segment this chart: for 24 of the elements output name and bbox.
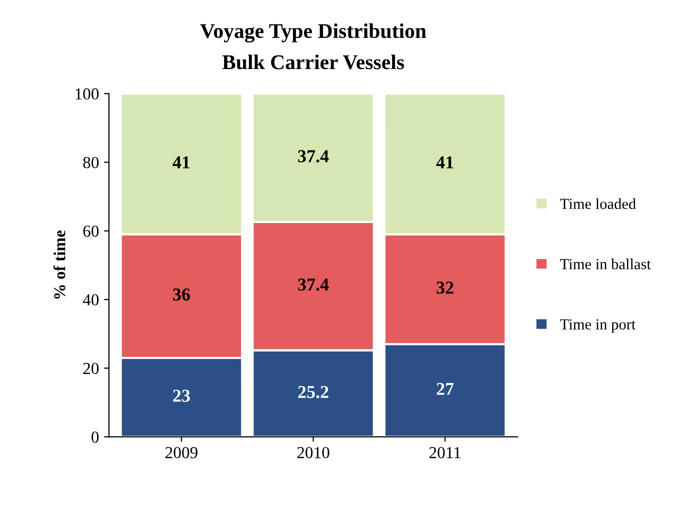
y-tick-label: 0 xyxy=(92,432,99,443)
data-label: 27 xyxy=(436,382,454,395)
y-tick-label: 40 xyxy=(82,294,99,306)
legend-label: Time loaded xyxy=(560,198,636,210)
data-label: 37.4 xyxy=(298,150,329,162)
data-label: 41 xyxy=(172,156,190,168)
y-tick-label: 20 xyxy=(83,362,99,374)
y-axis-title: % of time xyxy=(53,230,66,299)
data-label: 25.2 xyxy=(298,386,328,398)
x-tick-label: 2009 xyxy=(166,447,198,458)
data-label: 37.4 xyxy=(298,278,329,291)
x-tick-label: 2011 xyxy=(429,447,460,458)
x-tick-label: 2010 xyxy=(297,447,330,458)
y-tick-label: 100 xyxy=(76,88,99,100)
data-label: 23 xyxy=(173,390,190,402)
y-tick-label: 60 xyxy=(83,226,99,237)
legend-label: Time in port xyxy=(560,319,636,333)
data-label: 41 xyxy=(436,156,454,168)
data-label: 32 xyxy=(436,282,454,294)
chart-subtitle: Bulk Carrier Vessels xyxy=(222,54,404,70)
data-label: 36 xyxy=(173,288,190,301)
chart-title: Voyage Type Distribution xyxy=(200,23,426,42)
y-tick-label: 80 xyxy=(83,156,99,168)
legend-label: Time in ballast xyxy=(560,258,651,270)
